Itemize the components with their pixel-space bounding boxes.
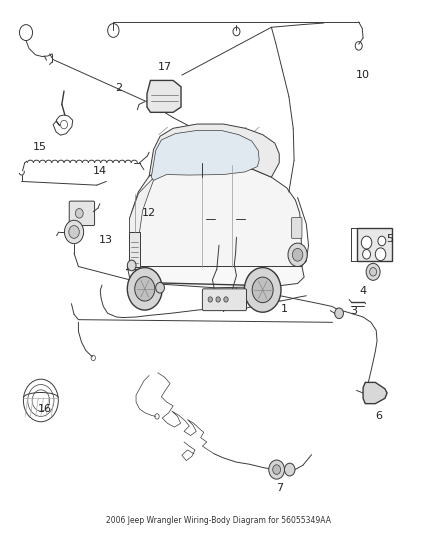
Polygon shape [151, 131, 259, 180]
Circle shape [269, 460, 285, 479]
Polygon shape [363, 382, 387, 403]
FancyBboxPatch shape [69, 201, 95, 225]
Text: 2: 2 [115, 83, 122, 93]
Circle shape [288, 243, 307, 266]
FancyBboxPatch shape [357, 228, 392, 261]
FancyBboxPatch shape [291, 217, 302, 238]
Text: 14: 14 [93, 166, 107, 176]
Text: 15: 15 [33, 142, 47, 152]
Text: 2006 Jeep Wrangler Wiring-Body Diagram for 56055349AA: 2006 Jeep Wrangler Wiring-Body Diagram f… [106, 516, 332, 525]
Circle shape [335, 308, 343, 319]
Circle shape [370, 268, 377, 276]
Circle shape [216, 297, 220, 302]
Circle shape [208, 297, 212, 302]
Text: 7: 7 [276, 483, 283, 493]
Circle shape [285, 463, 295, 476]
Text: 1: 1 [281, 304, 288, 314]
Circle shape [363, 249, 371, 259]
Circle shape [244, 268, 281, 312]
Text: 10: 10 [356, 70, 370, 80]
Polygon shape [149, 124, 279, 177]
Text: 3: 3 [350, 306, 357, 316]
Circle shape [127, 260, 136, 271]
Circle shape [366, 263, 380, 280]
Text: 12: 12 [142, 208, 156, 219]
Circle shape [155, 282, 164, 293]
Polygon shape [130, 163, 302, 266]
FancyBboxPatch shape [202, 289, 247, 311]
Polygon shape [127, 266, 304, 288]
Text: 16: 16 [37, 404, 51, 414]
Text: 6: 6 [375, 411, 382, 422]
Circle shape [273, 465, 281, 474]
Circle shape [375, 248, 386, 261]
Polygon shape [130, 232, 140, 266]
Circle shape [64, 220, 84, 244]
Circle shape [75, 208, 83, 218]
Circle shape [224, 297, 228, 302]
Text: 17: 17 [157, 62, 172, 72]
Circle shape [127, 268, 162, 310]
Circle shape [361, 236, 372, 249]
Circle shape [292, 248, 303, 261]
Circle shape [135, 277, 155, 301]
Text: 5: 5 [386, 234, 393, 244]
Text: 4: 4 [360, 286, 367, 296]
Polygon shape [130, 179, 153, 266]
Circle shape [252, 277, 273, 303]
Polygon shape [147, 80, 181, 112]
Circle shape [378, 236, 386, 246]
Text: 13: 13 [99, 235, 113, 245]
Circle shape [69, 225, 79, 238]
